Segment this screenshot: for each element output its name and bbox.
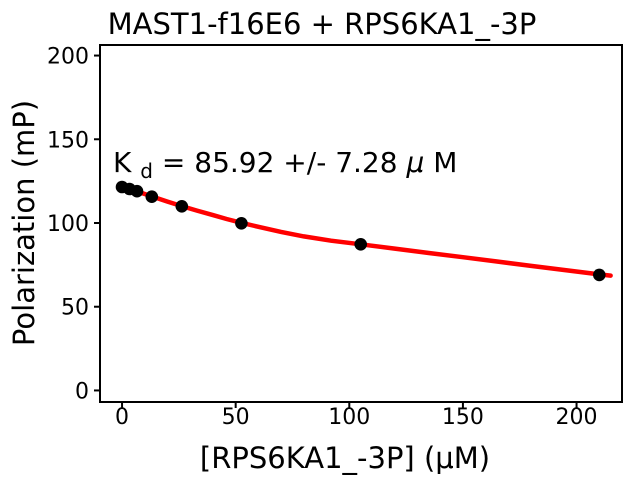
kd-annotation: K d = 85.92 +/- 7.28 μ M	[113, 146, 457, 185]
y-axis-label: Polarization (mP)	[7, 100, 41, 346]
data-point	[235, 217, 248, 230]
kd-unit: M	[433, 146, 457, 179]
kd-subscript: d	[140, 159, 153, 183]
x-axis-label: [RPS6KA1_-3P] (μM)	[200, 441, 490, 475]
x-tick-label: 150	[442, 405, 484, 430]
kd-mu-symbol: μ	[405, 146, 424, 179]
y-tick-label: 100	[47, 212, 89, 237]
data-point	[175, 200, 189, 213]
y-tick-label: 150	[47, 128, 89, 153]
plot-area-border	[99, 44, 623, 403]
fit-curve-line	[119, 184, 613, 278]
data-point	[145, 190, 159, 203]
x-tick-label: 200	[556, 405, 598, 430]
data-point	[354, 238, 368, 251]
x-tick-label: 0	[115, 405, 129, 430]
kd-value: = 85.92 +/- 7.28	[162, 146, 407, 179]
y-tick-label: 200	[47, 45, 89, 70]
y-tick-label: 50	[61, 296, 89, 321]
x-tick-label: 100	[328, 405, 370, 430]
y-tick-label: 0	[75, 379, 89, 404]
plot-generated-layer: 0 50 100 150 200 0 50 100 150 200	[47, 45, 613, 430]
data-point	[593, 268, 606, 282]
chart-title: MAST1-f16E6 + RPS6KA1_-3P	[108, 7, 537, 41]
data-point	[130, 184, 144, 198]
kd-symbol: K	[113, 146, 132, 179]
x-tick-label: 50	[222, 405, 250, 430]
